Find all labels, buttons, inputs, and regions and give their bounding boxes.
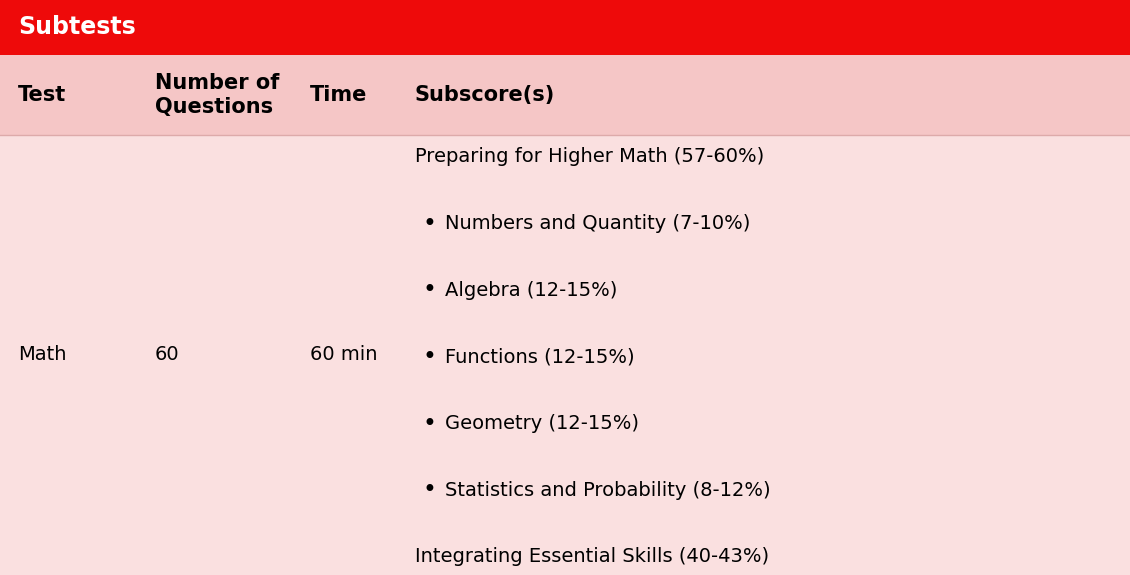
Text: Subtests: Subtests [18,16,136,40]
Bar [0,135,1130,575]
Text: •: • [423,278,436,302]
Bar [0,55,1130,135]
Text: •: • [423,412,436,436]
Text: Preparing for Higher Math (57-60%): Preparing for Higher Math (57-60%) [415,148,764,167]
Text: Test: Test [18,85,67,105]
Bar [0,0,1130,55]
Text: 60: 60 [155,346,180,365]
Text: Time: Time [310,85,367,105]
Text: Algebra (12-15%): Algebra (12-15%) [445,281,617,300]
Text: •: • [423,345,436,369]
Text: Statistics and Probability (8-12%): Statistics and Probability (8-12%) [445,481,771,500]
Text: Functions (12-15%): Functions (12-15%) [445,347,635,366]
Text: 60 min: 60 min [310,346,377,365]
Text: •: • [423,212,436,236]
Text: •: • [423,478,436,503]
Text: Subscore(s): Subscore(s) [415,85,555,105]
Text: Integrating Essential Skills (40-43%): Integrating Essential Skills (40-43%) [415,547,770,566]
Text: Math: Math [18,346,67,365]
Text: Number of
Questions: Number of Questions [155,74,279,117]
Text: Numbers and Quantity (7-10%): Numbers and Quantity (7-10%) [445,214,750,233]
Text: Geometry (12-15%): Geometry (12-15%) [445,414,638,433]
